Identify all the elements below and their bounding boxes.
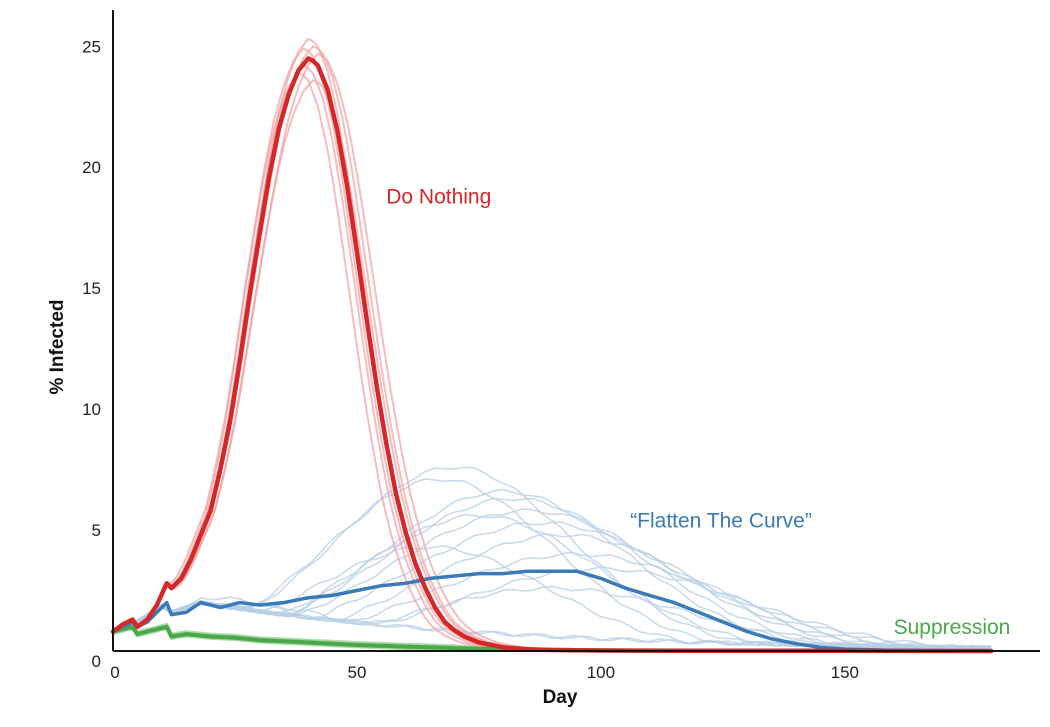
- x-tick-label: 0: [110, 663, 119, 682]
- do-nothing-label: Do Nothing: [386, 186, 491, 209]
- x-tick-labels: 0 50 100 150: [110, 663, 859, 682]
- flatten-run-line: [112, 478, 992, 651]
- y-tick-label: 15: [82, 279, 101, 298]
- x-axis-title: Day: [543, 687, 578, 708]
- y-tick-label: 20: [82, 158, 101, 177]
- y-tick-labels: 0 5 10 15 20 25: [82, 37, 101, 671]
- y-tick-label: 25: [82, 37, 101, 56]
- series-annotations: Do Nothing “Flatten The Curve” Suppression: [386, 186, 1010, 640]
- flatten-the-curve-series-line: [111, 569, 993, 653]
- flatten-run-line: [112, 551, 992, 651]
- flatten-run-line: [112, 466, 992, 651]
- flatten-run-line: [112, 508, 992, 651]
- flatten-the-curve-label: “Flatten The Curve”: [630, 510, 812, 533]
- do-nothing-series-line: [110, 56, 994, 654]
- x-tick-label: 50: [347, 663, 366, 682]
- x-tick-label: 150: [831, 663, 859, 682]
- y-axis-title: % Infected: [47, 299, 68, 394]
- do-nothing-run-line: [112, 78, 992, 652]
- suppression-label: Suppression: [894, 616, 1011, 639]
- main-series-lines: [110, 56, 994, 654]
- y-tick-label: 0: [92, 652, 101, 671]
- background-simulation-runs: [112, 37, 992, 653]
- y-tick-label: 10: [82, 400, 101, 419]
- do-nothing-run-line: [112, 47, 992, 652]
- y-tick-label: 5: [92, 521, 101, 540]
- do-nothing-run-line: [112, 52, 992, 652]
- x-tick-label: 100: [587, 663, 615, 682]
- do-nothing-run-line: [112, 45, 992, 652]
